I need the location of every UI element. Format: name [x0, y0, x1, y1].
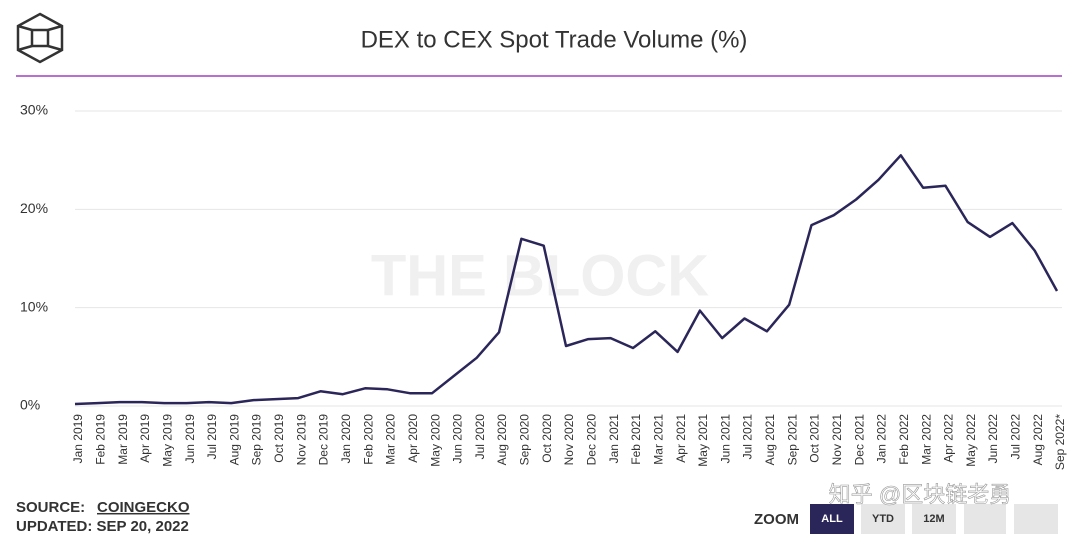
x-tick-label: Aug 2019 — [227, 414, 241, 466]
zoom-button[interactable] — [964, 504, 1006, 534]
x-tick-label: Oct 2021 — [808, 414, 822, 463]
x-tick-label: Jan 2020 — [339, 414, 353, 464]
x-tick-label: Apr 2022 — [942, 414, 956, 463]
zoom-button-label[interactable]: 12M — [923, 513, 944, 525]
x-tick-label: Jul 2020 — [473, 414, 487, 460]
x-tick-label: Jan 2021 — [607, 414, 621, 464]
x-tick-label: Jul 2019 — [205, 414, 219, 460]
x-tick-label: Jun 2021 — [718, 414, 732, 464]
x-tick-label: May 2019 — [160, 414, 174, 467]
x-tick-label: Sep 2021 — [785, 414, 799, 466]
x-tick-label: Feb 2020 — [361, 414, 375, 465]
zoom-label: ZOOM — [754, 511, 799, 528]
zoom-button[interactable] — [912, 504, 956, 534]
overlay-watermark: 知乎 @区块链老勇 — [829, 482, 1011, 507]
x-tick-label: Nov 2019 — [294, 414, 308, 466]
x-tick-label: May 2022 — [964, 414, 978, 467]
zoom-button-label[interactable]: YTD — [872, 513, 894, 525]
x-tick-label: Mar 2019 — [116, 414, 130, 465]
x-tick-label: Jun 2020 — [451, 414, 465, 464]
y-tick-label: 20% — [20, 200, 48, 216]
watermark: THE BLOCK — [371, 243, 709, 308]
x-tick-label: May 2021 — [696, 414, 710, 467]
x-tick-label: Feb 2019 — [93, 414, 107, 465]
x-tick-label: Aug 2022 — [1031, 414, 1045, 466]
x-tick-label: Jun 2019 — [183, 414, 197, 464]
x-tick-label: Mar 2020 — [384, 414, 398, 465]
source-link[interactable]: COINGECKO — [97, 499, 190, 516]
x-tick-label: Oct 2019 — [272, 414, 286, 463]
x-tick-label: Aug 2020 — [495, 414, 509, 466]
x-tick-label: Jul 2021 — [741, 414, 755, 460]
y-tick-label: 0% — [20, 397, 40, 413]
x-tick-label: Sep 2019 — [250, 414, 264, 466]
y-tick-label: 10% — [20, 298, 48, 314]
zoom-button[interactable] — [810, 504, 854, 534]
x-tick-label: Sep 2022* — [1053, 414, 1067, 470]
x-tick-label: Jul 2022 — [1009, 414, 1023, 460]
x-tick-label: Mar 2022 — [919, 414, 933, 465]
chart-title: DEX to CEX Spot Trade Volume (%) — [361, 26, 748, 53]
updated: UPDATED: SEP 20, 2022 — [16, 518, 189, 535]
source-label: SOURCE: — [16, 499, 85, 516]
data-line — [74, 154, 1059, 406]
x-tick-label: Feb 2021 — [629, 414, 643, 465]
x-tick-label: Aug 2021 — [763, 414, 777, 466]
x-tick-label: May 2020 — [428, 414, 442, 467]
x-tick-label: Dec 2021 — [852, 414, 866, 466]
x-tick-label: Dec 2019 — [317, 414, 331, 466]
x-tick-label: Dec 2020 — [584, 414, 598, 466]
zoom-button[interactable] — [861, 504, 905, 534]
zoom-button-label[interactable]: ALL — [821, 513, 843, 525]
x-tick-label: Jan 2019 — [71, 414, 85, 464]
x-tick-label: Feb 2022 — [897, 414, 911, 465]
zoom-button[interactable] — [1014, 504, 1058, 534]
x-tick-label: Apr 2019 — [138, 414, 152, 463]
x-tick-label: Oct 2020 — [540, 414, 554, 463]
x-tick-label: Nov 2021 — [830, 414, 844, 466]
x-tick-label: Mar 2021 — [651, 414, 665, 465]
y-tick-label: 30% — [20, 102, 48, 118]
logo — [16, 12, 64, 64]
x-tick-label: Nov 2020 — [562, 414, 576, 466]
x-tick-label: Apr 2021 — [674, 414, 688, 463]
x-tick-label: Jan 2022 — [875, 414, 889, 464]
x-tick-label: Apr 2020 — [406, 414, 420, 463]
x-tick-label: Jun 2022 — [986, 414, 1000, 464]
x-tick-label: Sep 2020 — [518, 414, 532, 466]
